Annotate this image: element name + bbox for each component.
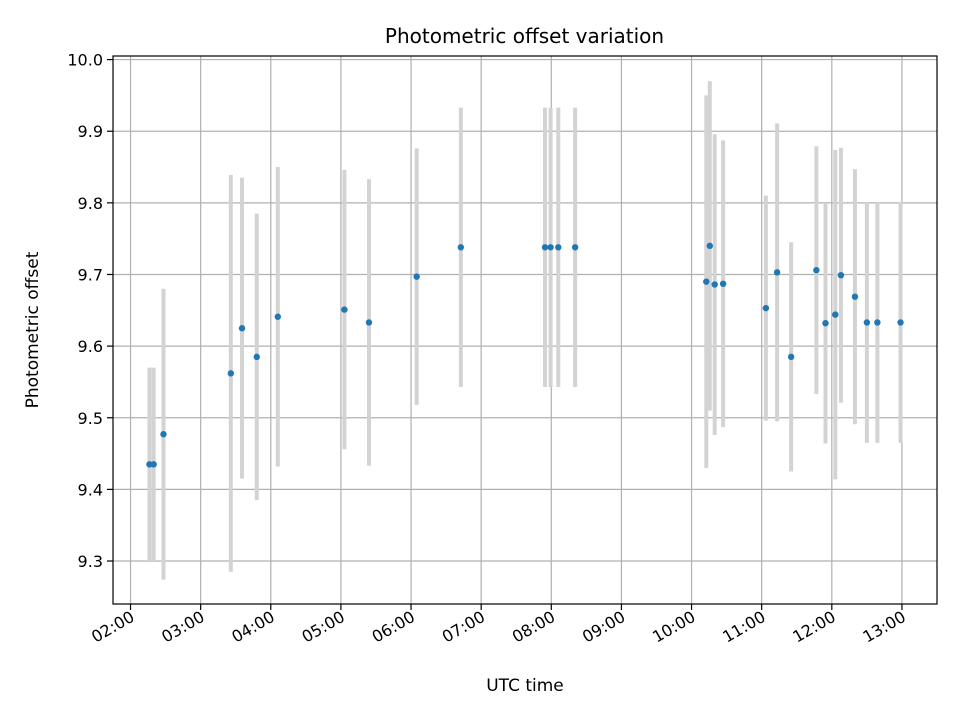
- plot-area-frame: [112, 55, 938, 605]
- data-point: [832, 311, 839, 318]
- y-tick-label: 9.7: [78, 265, 103, 284]
- data-point: [555, 244, 562, 251]
- data-point: [874, 319, 881, 326]
- data-point: [365, 319, 373, 326]
- data-point: [851, 293, 859, 300]
- data-point: [341, 306, 348, 313]
- data-point: [773, 269, 781, 276]
- grid-lines: [113, 56, 937, 604]
- y-tick-label: 9.5: [78, 409, 103, 428]
- data-point: [711, 281, 718, 288]
- data-point: [837, 272, 845, 279]
- data-point: [706, 242, 713, 250]
- y-tick-label: 9.4: [78, 480, 103, 499]
- data-point: [719, 280, 727, 287]
- data-point: [813, 266, 820, 274]
- data-point: [160, 431, 167, 438]
- y-tick-label: 9.3: [78, 552, 103, 571]
- data-point: [541, 244, 549, 251]
- chart-title: Photometric offset variation: [385, 24, 664, 48]
- data-point: [547, 244, 554, 251]
- y-axis-ticks: 9.3 9.4 9.5 9.6 9.7 9.8 9.9 10.0: [67, 51, 113, 571]
- data-point: [227, 370, 235, 377]
- data-point: [150, 461, 157, 468]
- y-tick-label: 9.9: [78, 122, 103, 141]
- data-point: [863, 319, 871, 326]
- data-point: [238, 325, 246, 332]
- data-point: [703, 278, 710, 285]
- data-point: [787, 353, 795, 361]
- y-tick-label: 9.8: [78, 194, 103, 213]
- x-axis-label: UTC time: [486, 676, 564, 696]
- y-axis-label: Photometric offset: [23, 251, 43, 408]
- data-point: [274, 313, 281, 320]
- y-tick-label: 10.0: [67, 51, 103, 70]
- y-tick-label: 9.6: [78, 337, 103, 356]
- data-point: [571, 244, 579, 251]
- data-point: [253, 353, 260, 361]
- data-point: [897, 319, 904, 326]
- data-point: [762, 304, 770, 312]
- data-point: [457, 244, 465, 251]
- data-point: [413, 273, 420, 280]
- data-point: [822, 319, 829, 327]
- data-markers: [146, 242, 904, 468]
